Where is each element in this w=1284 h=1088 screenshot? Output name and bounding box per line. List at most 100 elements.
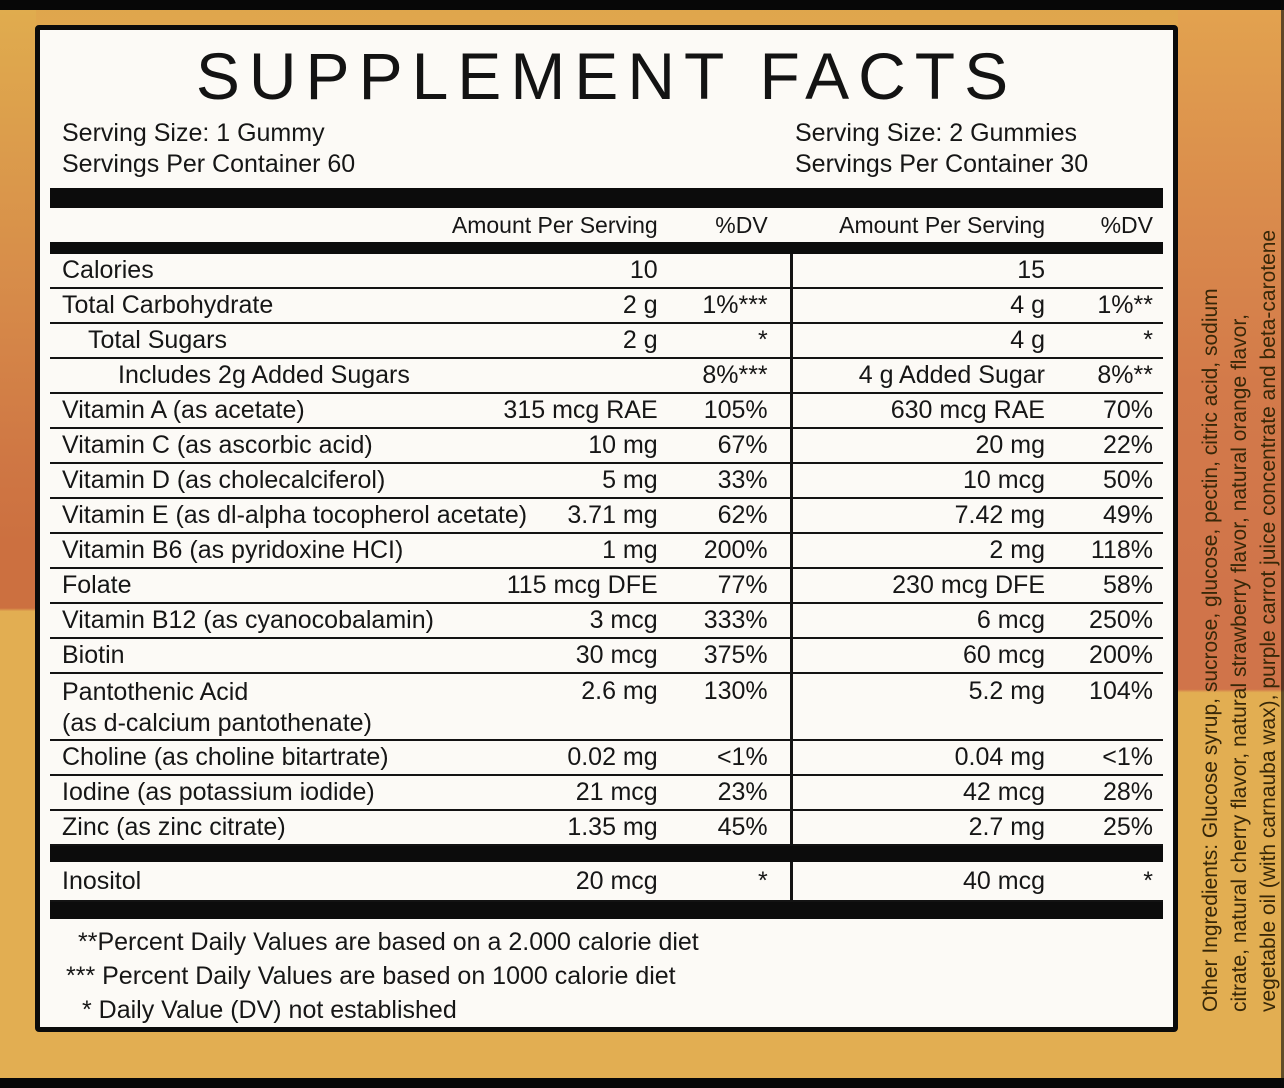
label-title: SUPPLEMENT FACTS [195,39,1018,113]
row-right-half: 60 mcg 200% [789,639,1163,672]
row-right-half: 0.04 mg <1% [789,741,1163,774]
table-header-row: Amount Per Serving %DV Amount Per Servin… [50,208,1163,242]
row-left-half: Vitamin D (as cholecalciferol) 5 mg 33% [50,464,790,497]
nutrient-name: Total Carbohydrate [62,291,274,319]
nutrient-row: Choline (as choline bitartrate) 0.02 mg <1… [50,741,1163,776]
amount-per-serving-1: 315 mcg RAE [503,396,658,424]
amount-per-serving-1: 0.02 mg [567,743,658,771]
daily-value-1: 67% [717,431,768,459]
amount-per-serving-1: 2 g [622,291,658,319]
row-left-half: Vitamin B6 (as pyridoxine HCI) 1 mg 200% [50,534,790,567]
background-right-strip [1178,10,1284,1078]
daily-value-2: 104% [1089,677,1153,705]
divider-bar-top [50,188,1163,208]
daily-value-1: 45% [717,813,768,841]
nutrient-row: Vitamin B12 (as cyanocobalamin) 3 mcg 333%… [50,604,1163,639]
nutrient-row: Total Sugars 2 g * 4 g * [50,324,1163,359]
daily-value-2: 28% [1102,778,1153,806]
nutrient-name: Vitamin E (as dl-alpha tocopherol acetat… [62,501,528,529]
nutrient-name: Choline (as choline bitartrate) [62,743,389,771]
daily-value-1: 8%*** [702,361,768,389]
row-left-half: Biotin 30 mcg 375% [50,639,790,672]
amount-per-serving-1: 5 mg [602,466,658,494]
other-ingredients-line-3: vegetable oil (with carnauba wax), purpl… [1257,229,1280,1012]
daily-value-2: <1% [1102,743,1153,771]
nutrient-row: Folate 115 mcg DFE 77% 230 mcg DFE 58% [50,569,1163,604]
amount-per-serving-1: 20 mcg [575,866,658,895]
daily-value-2: 8%** [1097,361,1153,389]
nutrient-row: Vitamin B6 (as pyridoxine HCI) 1 mg 200% 2 … [50,534,1163,569]
row-right-half: 230 mcg DFE 58% [789,569,1163,602]
row-left-half: Vitamin B12 (as cyanocobalamin) 3 mcg 333% [50,604,790,637]
daily-value-2: * [1143,326,1153,354]
nutrient-name: Calories [62,256,154,284]
amount-per-serving-1: 2 g [622,326,658,354]
divider-bar-header [50,242,1163,254]
other-ingredients-line-2: citrate, natural cherry flavor, natural … [1228,314,1251,1012]
amount-per-serving-2: 40 mcg [963,866,1045,895]
daily-value-2: 22% [1102,431,1153,459]
nutrient-row: Vitamin D (as cholecalciferol) 5 mg 33% 10 … [50,464,1163,499]
nutrient-row: Iodine (as potassium iodide) 21 mcg 23% 42 … [50,776,1163,811]
nutrient-name: Iodine (as potassium iodide) [62,778,375,806]
amount-per-serving-2: 0.04 mg [954,743,1045,771]
nutrient-name: Pantothenic Acid (as d-calcium pantothena… [50,677,560,739]
amount-per-serving-2: 5.2 mg [968,677,1045,705]
nutrient-table: Calories 10 15 Total Carbohydrate 2 g 1%** * 4 … [50,254,1163,902]
row-left-half: Folate 115 mcg DFE 77% [50,569,790,602]
row-left-half: Vitamin C (as ascorbic acid) 10 mg 67% [50,429,790,462]
row-left-half: Calories 10 [50,254,790,287]
daily-value-1: 33% [717,466,768,494]
nutrient-row: Calories 10 15 [50,254,1163,289]
row-right-half: 6 mcg 250% [789,604,1163,637]
nutrient-row: Total Carbohydrate 2 g 1%*** 4 g 1%** [50,289,1163,324]
nutrient-name-line2: (as d-calcium pantothenate) [62,709,372,737]
daily-value-1: <1% [716,743,768,771]
serving-info-left: Serving Size: 1 Gummy Servings Per Conta… [50,118,795,180]
nutrient-row: Zinc (as zinc citrate) 1.35 mg 45% 2.7 mg 25… [50,811,1163,846]
amount-per-serving-1: 2.6 mg [581,677,658,705]
row-left-half: Inositol 20 mcg * [50,862,790,900]
amount-per-serving-1: 10 mg [588,431,658,459]
nutrient-row: Biotin 30 mcg 375% 60 mcg 200% [50,639,1163,674]
amount-per-serving-2: 2.7 mg [968,813,1045,841]
footnote-2000-calorie: **Percent Daily Values are based on a 2.… [78,928,699,956]
row-right-half: 2.7 mg 25% [789,811,1163,844]
daily-value-2: 118% [1090,536,1153,564]
amount-per-serving-1: 3 mcg [589,606,658,634]
amount-per-serving-2: 7.42 mg [954,501,1045,529]
row-left-half: Total Sugars 2 g * [50,324,790,357]
serving-info: Serving Size: 1 Gummy Servings Per Conta… [50,118,1163,180]
divider-bar-bottom [50,902,1163,919]
nutrient-row: Vitamin E (as dl-alpha tocopherol acetat… [50,499,1163,534]
amount-per-serving-2: 15 [1017,256,1045,284]
row-right-half: 2 mg 118% [789,534,1163,567]
photo-letterbox-bottom [0,1078,1284,1088]
nutrient-name: Folate [62,571,132,599]
nutrient-name: Zinc (as zinc citrate) [62,813,286,841]
nutrient-row: Vitamin A (as acetate) 315 mcg RAE 105% 630… [50,394,1163,429]
amount-per-serving-1: 21 mcg [575,778,658,806]
serving-info-right: Serving Size: 2 Gummies Servings Per Con… [795,118,1163,180]
footnotes: **Percent Daily Values are based on a 2.… [50,919,1163,1027]
nutrient-row: Vitamin C (as ascorbic acid) 10 mg 67% 20 m… [50,429,1163,464]
amount-per-serving-2: 2 mg [989,536,1045,564]
row-right-half: 4 g 1%** [789,289,1163,322]
nutrient-name: Includes 2g Added Sugars [118,361,410,389]
row-right-half: 15 [789,254,1163,287]
amount-per-serving-1: 115 mcg DFE [506,571,658,599]
daily-value-1: 62% [717,501,768,529]
row-right-half: 630 mcg RAE 70% [789,394,1163,427]
amount-per-serving-2: 10 mcg [963,466,1045,494]
serving-size-left: Serving Size: 1 Gummy [62,119,325,147]
amount-per-serving-2: 4 g Added Sugar [858,361,1045,389]
header-amount-left: Amount Per Serving [451,211,658,238]
daily-value-1: 333% [703,606,768,634]
nutrient-name: Vitamin B12 (as cyanocobalamin) [62,606,434,634]
row-right-half: 42 mcg 28% [789,776,1163,809]
row-right-half: 10 mcg 50% [789,464,1163,497]
daily-value-2: 1%** [1097,291,1153,319]
other-ingredients-vertical-text: Other Ingredients: Glucose syrup, sucros… [1196,128,1284,1012]
amount-per-serving-2: 4 g [1010,291,1045,319]
amount-per-serving-1: 10 [629,256,658,284]
